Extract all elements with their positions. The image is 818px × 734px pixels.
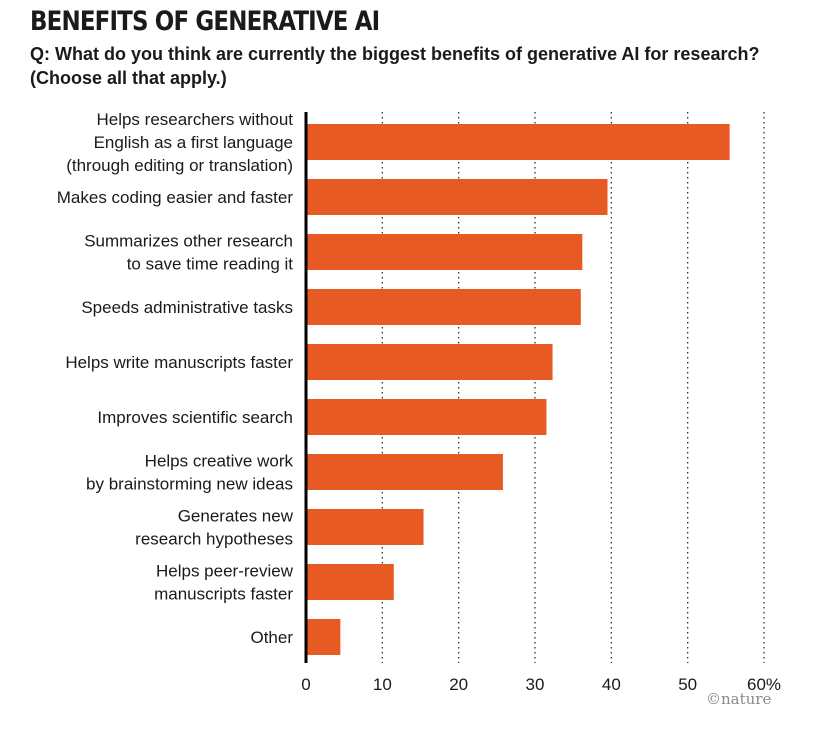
category-label-10: Other	[250, 628, 293, 647]
category-label-1: Helps researchers without English as a fi…	[66, 110, 293, 175]
bar-4	[306, 289, 581, 325]
x-tick-label-0: 0	[301, 675, 310, 694]
x-tick-label-30: 30	[526, 675, 545, 694]
x-tick-label-60: 60%	[747, 675, 781, 694]
bars	[306, 124, 730, 655]
bar-8	[306, 509, 424, 545]
x-tick-label-10: 10	[373, 675, 392, 694]
bar-2	[306, 179, 608, 215]
bar-9	[306, 564, 394, 600]
category-labels: Helps researchers without English as a fi…	[57, 110, 294, 647]
x-tick-label-20: 20	[449, 675, 468, 694]
chart-subtitle: Q: What do you think are currently the b…	[30, 44, 760, 88]
category-label-7: Helps creative work by brainstorming new …	[86, 452, 293, 494]
category-label-8: Generates new research hypotheses	[135, 507, 294, 549]
chart-title: BENEFITS OF GENERATIVE AI	[30, 6, 380, 37]
x-tick-label-40: 40	[602, 675, 621, 694]
x-tick-labels: 0 10 20 30 40 50 60%	[301, 675, 781, 694]
bar-10	[306, 619, 341, 655]
gridlines	[381, 112, 765, 663]
bar-1	[306, 124, 730, 160]
category-label-6: Improves scientific search	[97, 408, 293, 427]
category-label-4: Speeds administrative tasks	[81, 298, 293, 317]
bar-7	[306, 454, 503, 490]
category-label-9: Helps peer-review manuscripts faster	[154, 562, 294, 604]
nature-credit: ©nature	[706, 690, 772, 708]
x-tick-label-50: 50	[678, 675, 697, 694]
category-label-5: Helps write manuscripts faster	[65, 353, 293, 372]
bar-5	[306, 344, 553, 380]
category-label-2: Makes coding easier and faster	[57, 188, 294, 207]
category-label-3: Summarizes other research to save time re…	[84, 232, 293, 274]
bar-3	[306, 234, 583, 270]
bar-6	[306, 399, 547, 435]
